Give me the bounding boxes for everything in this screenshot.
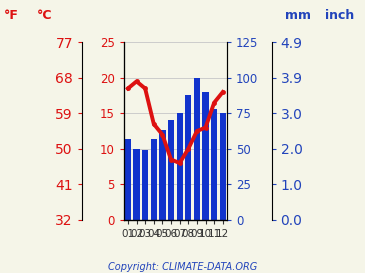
Text: inch: inch <box>325 9 354 22</box>
Bar <box>185 95 191 220</box>
Text: Copyright: CLIMATE-DATA.ORG: Copyright: CLIMATE-DATA.ORG <box>108 262 257 272</box>
Text: °C: °C <box>36 9 52 22</box>
Text: mm: mm <box>285 9 311 22</box>
Text: °F: °F <box>4 9 19 22</box>
Bar <box>211 109 217 220</box>
Bar <box>203 92 209 220</box>
Bar <box>125 139 131 220</box>
Bar <box>177 113 183 220</box>
Bar <box>194 78 200 220</box>
Bar <box>220 113 226 220</box>
Bar <box>142 150 148 220</box>
Bar <box>159 130 165 220</box>
Bar <box>134 149 140 220</box>
Bar <box>168 120 174 220</box>
Bar <box>151 139 157 220</box>
